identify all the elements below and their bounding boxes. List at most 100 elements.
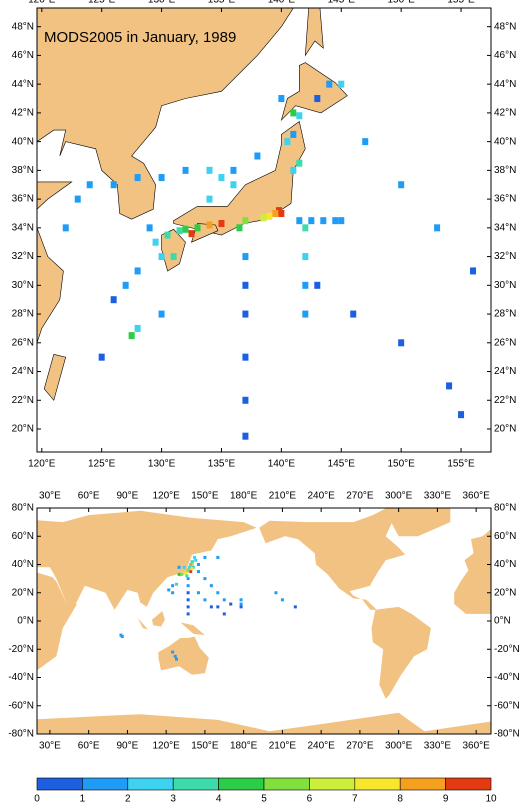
y-tick-label: -20°N [8, 644, 34, 655]
data-cell [188, 230, 195, 238]
data-cell [242, 281, 249, 289]
colorbar-segment [36, 777, 83, 791]
data-cell [209, 584, 213, 588]
data-cell [332, 217, 339, 225]
data-cell [284, 138, 291, 146]
x-tick-label: 240°E [307, 491, 335, 502]
data-cell [274, 591, 278, 595]
data-cell [230, 181, 237, 189]
colorbar-label: 7 [352, 794, 358, 805]
data-cell [186, 568, 190, 572]
data-cell [110, 296, 117, 304]
colorbar-label: 10 [485, 794, 497, 805]
data-cell [164, 231, 171, 239]
y-tick-label: 22°N [12, 395, 34, 406]
y-tick-label: 44°N [12, 79, 34, 90]
data-cell [242, 310, 249, 318]
data-cell [302, 253, 309, 261]
data-cell [193, 555, 197, 559]
x-tick-label: 125°E [88, 0, 116, 6]
data-cell [296, 159, 303, 167]
x-tick-label: 135°E [208, 459, 236, 470]
land [173, 120, 306, 236]
y-tick-label: 20°N [12, 587, 34, 598]
data-cell [203, 555, 207, 559]
data-cell [229, 602, 233, 606]
data-cell [278, 209, 285, 217]
data-cell [302, 310, 309, 318]
data-cell [206, 195, 213, 203]
data-cell [182, 565, 186, 569]
data-cell [171, 650, 175, 654]
data-cell [222, 598, 226, 602]
data-cell [176, 227, 183, 235]
x-tick-label: 90°E [117, 491, 139, 502]
colorbar-segment [218, 777, 265, 791]
y-tick-label: 38°N [12, 165, 34, 176]
data-cell [216, 605, 220, 609]
y-tick-label: 40°N [12, 559, 34, 570]
data-cell [290, 130, 297, 138]
y-tick-label: 38°N [494, 165, 516, 176]
data-cell [242, 253, 249, 261]
x-tick-label: 210°E [269, 741, 297, 752]
colorbar-segment [172, 777, 219, 791]
colorbar-segment [309, 777, 356, 791]
y-tick-label: 44°N [494, 79, 516, 90]
data-cell [196, 570, 200, 574]
data-cell [177, 572, 181, 576]
y-tick-label: 60°N [12, 531, 34, 542]
data-cell [254, 152, 261, 160]
data-cell [266, 212, 273, 220]
data-cell [189, 570, 193, 574]
x-tick-label: 30°E [39, 491, 61, 502]
x-tick-label: 60°E [78, 741, 100, 752]
data-cell [242, 217, 249, 225]
x-tick-label: 140°E [268, 0, 296, 6]
y-tick-label: 46°N [494, 50, 516, 61]
y-tick-label: -80°N [8, 729, 34, 740]
y-tick-label: 34°N [12, 222, 34, 233]
y-tick-label: -80°N [494, 729, 520, 740]
x-tick-label: 150°E [387, 459, 415, 470]
y-tick-label: 26°N [494, 337, 516, 348]
data-cell [171, 591, 175, 595]
data-cell [98, 353, 105, 361]
y-tick-label: 20°N [12, 424, 34, 435]
data-cell [182, 225, 189, 233]
data-cell [236, 224, 243, 232]
x-tick-label: 330°E [424, 491, 452, 502]
y-tick-label: 0°N [17, 616, 34, 627]
colorbar-label: 5 [261, 794, 267, 805]
data-cell [338, 80, 345, 88]
y-tick-label: 30°N [494, 280, 516, 291]
land [43, 353, 67, 401]
data-cell [134, 324, 141, 332]
x-tick-label: 130°E [148, 459, 176, 470]
data-cell [122, 281, 129, 289]
data-cell [470, 267, 477, 275]
data-cell [209, 605, 213, 609]
x-tick-label: 90°E [117, 741, 139, 752]
y-tick-label: 22°N [494, 395, 516, 406]
y-tick-label: -60°N [8, 700, 34, 711]
y-tick-label: -40°N [8, 672, 34, 683]
data-cell [278, 95, 285, 103]
x-tick-label: 30°E [39, 741, 61, 752]
data-cell [242, 353, 249, 361]
x-tick-label: 360°E [462, 741, 490, 752]
x-tick-label: 330°E [424, 741, 452, 752]
map-frame [36, 7, 492, 453]
land [385, 508, 451, 537]
land [158, 636, 209, 675]
data-cell [185, 574, 189, 578]
data-cell [272, 209, 279, 217]
y-tick-label: 42°N [494, 108, 516, 119]
data-cell [186, 577, 190, 581]
data-cell [216, 555, 220, 559]
land [133, 613, 149, 630]
data-cell [186, 605, 190, 609]
colorbar-label: 2 [125, 794, 131, 805]
x-tick-label: 120°E [152, 741, 180, 752]
